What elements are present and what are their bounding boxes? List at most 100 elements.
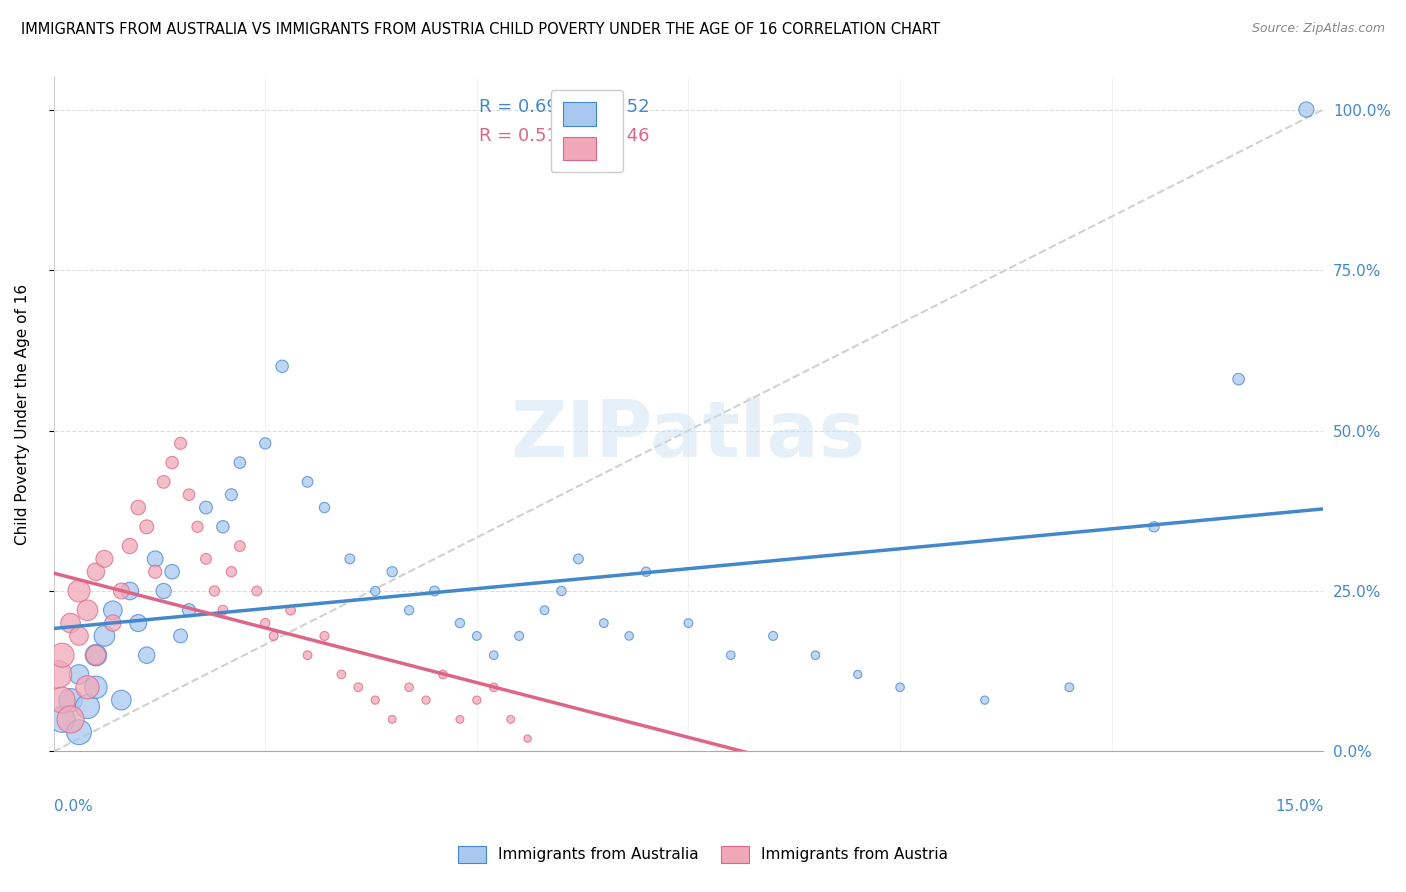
Text: 15.0%: 15.0% [1275,798,1323,814]
Point [762,629,785,643]
Point [59,616,82,631]
Point [889,681,911,695]
Text: ZIPatlas: ZIPatlas [510,397,866,473]
Point [101,616,124,631]
Point [465,629,488,643]
Point [364,584,387,599]
Point [67,584,90,599]
Point [398,603,420,617]
Text: 0.0%: 0.0% [53,798,93,814]
Point [720,648,742,663]
Point [314,500,336,515]
Point [160,456,183,470]
Point [110,693,132,707]
Point [550,584,572,599]
Text: R = 0.693   N = 52: R = 0.693 N = 52 [479,98,650,117]
Point [135,648,157,663]
Point [127,616,149,631]
Point [271,359,294,374]
Point [415,693,437,707]
Point [432,667,454,681]
Point [84,681,107,695]
Point [51,693,73,707]
Point [347,681,370,695]
Point [314,629,336,643]
Y-axis label: Child Poverty Under the Age of 16: Child Poverty Under the Age of 16 [15,284,30,545]
Text: Source: ZipAtlas.com: Source: ZipAtlas.com [1251,22,1385,36]
Point [381,712,404,726]
Point [280,603,302,617]
Point [482,681,505,695]
Point [152,475,174,489]
Point [110,584,132,599]
Point [263,629,285,643]
Text: IMMIGRANTS FROM AUSTRALIA VS IMMIGRANTS FROM AUSTRIA CHILD POVERTY UNDER THE AGE: IMMIGRANTS FROM AUSTRALIA VS IMMIGRANTS … [21,22,941,37]
Point [221,565,243,579]
Point [254,436,277,450]
Point [169,629,191,643]
Point [194,500,217,515]
Point [246,584,269,599]
Point [297,475,319,489]
Point [804,648,827,663]
Point [449,712,471,726]
Point [499,712,522,726]
Point [84,648,107,663]
Point [212,520,235,534]
Point [59,693,82,707]
Point [449,616,471,631]
Point [364,693,387,707]
Point [204,584,226,599]
Point [67,725,90,739]
Legend: , : , [551,90,623,172]
Point [516,731,538,746]
Point [508,629,530,643]
Point [423,584,446,599]
Point [1143,520,1166,534]
Point [1295,103,1317,117]
Point [330,667,353,681]
Point [143,565,166,579]
Point [177,603,200,617]
Point [51,648,73,663]
Point [76,681,98,695]
Point [177,488,200,502]
Point [93,629,115,643]
Point [973,693,995,707]
Point [127,500,149,515]
Point [636,565,658,579]
Point [846,667,869,681]
Point [381,565,404,579]
Point [84,565,107,579]
Point [76,603,98,617]
Point [59,712,82,726]
Point [1059,681,1081,695]
Point [101,603,124,617]
Point [46,667,69,681]
Point [297,648,319,663]
Point [678,616,700,631]
Legend: Immigrants from Australia, Immigrants from Austria: Immigrants from Australia, Immigrants fr… [446,833,960,875]
Point [67,667,90,681]
Point [76,699,98,714]
Point [118,539,141,553]
Point [212,603,235,617]
Text: R = 0.515   N = 46: R = 0.515 N = 46 [479,128,650,145]
Point [339,552,361,566]
Point [51,712,73,726]
Point [152,584,174,599]
Point [533,603,555,617]
Point [254,616,277,631]
Point [567,552,589,566]
Point [482,648,505,663]
Point [93,552,115,566]
Point [160,565,183,579]
Point [1227,372,1250,386]
Point [84,648,107,663]
Point [465,693,488,707]
Point [186,520,208,534]
Point [194,552,217,566]
Point [229,456,252,470]
Point [67,629,90,643]
Point [592,616,614,631]
